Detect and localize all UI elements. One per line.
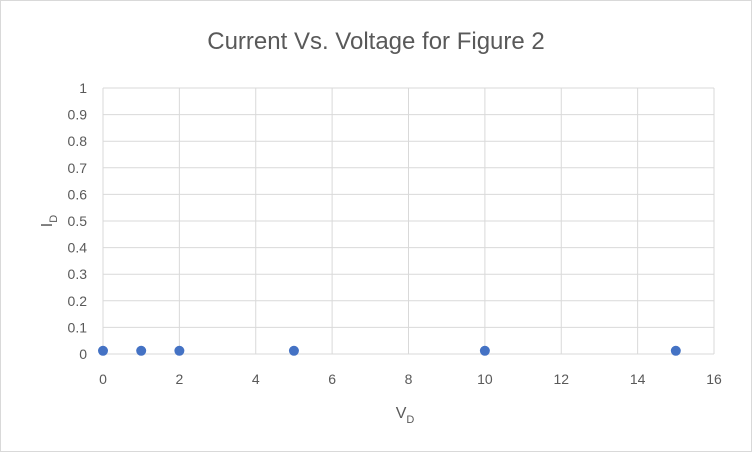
x-tick-label: 10 [477,371,493,387]
y-tick-label: 0.2 [68,293,88,309]
y-axis-label: ID [39,215,60,227]
data-point [98,345,108,356]
data-points [98,345,681,356]
y-tick-label: 0 [79,346,87,362]
data-point [670,345,681,356]
y-axis-label-main: I [39,223,56,227]
y-tick-label: 1 [79,80,87,96]
y-tick-label: 0.5 [68,213,88,229]
x-tick-label: 4 [252,371,260,387]
x-tick-label: 12 [553,371,569,387]
x-tick-label: 0 [99,371,107,387]
x-tick-labels: 0 2 4 6 8 10 12 14 16 [99,371,722,387]
y-tick-label: 0.1 [68,319,88,335]
x-axis-label: VD [396,405,415,426]
data-point [288,345,299,356]
y-tick-label: 0.8 [68,133,88,149]
x-tick-label: 14 [630,371,646,387]
x-tick-label: 8 [405,371,413,387]
gridlines [102,87,715,355]
x-tick-label: 2 [175,371,183,387]
y-tick-label: 0.6 [68,186,88,202]
y-tick-label: 0.7 [68,160,88,176]
y-tick-label: 0.3 [68,266,88,282]
chart-title: Current Vs. Voltage for Figure 2 [207,28,545,55]
x-axis-label-main: V [396,405,407,422]
y-axis-label-sub: D [48,215,60,223]
x-tick-label: 16 [706,371,722,387]
data-point [479,345,490,356]
x-axis-label-sub: D [406,414,414,426]
x-tick-label: 6 [328,371,336,387]
y-tick-label: 0.4 [68,240,88,256]
y-tick-label: 0.9 [68,107,88,123]
data-point [174,345,185,356]
y-tick-labels: 0 0.1 0.2 0.3 0.4 0.5 0.6 0.7 0.8 0.9 1 [68,80,88,362]
data-point [136,345,147,356]
